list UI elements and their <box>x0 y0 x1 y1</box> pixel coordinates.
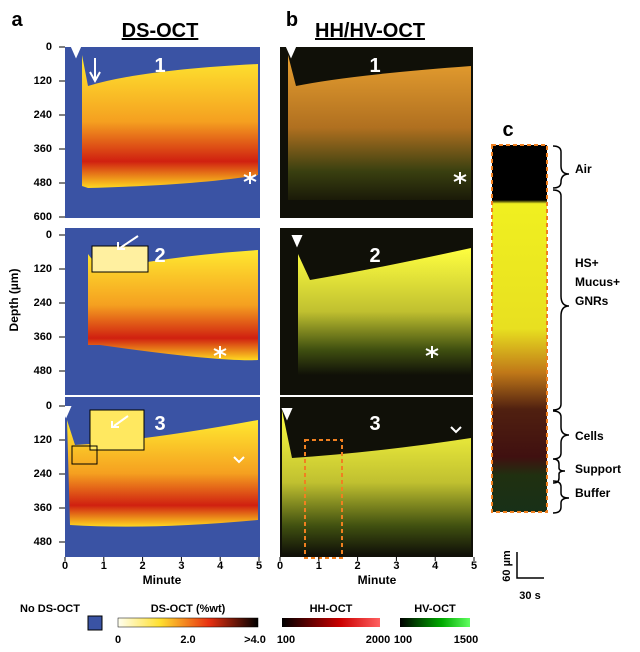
y-tick-label: 360 <box>34 331 52 343</box>
x-tick-label: 5 <box>256 560 262 572</box>
colorbar-tick: 0 <box>115 634 121 646</box>
row-number: 2 <box>154 245 165 267</box>
colorbars <box>88 616 470 630</box>
x-tick-label: 2 <box>140 560 146 572</box>
scale-y-label: 60 µm <box>501 550 513 582</box>
region-label: Support <box>575 462 621 476</box>
legend-label: No DS-OCT <box>20 603 80 615</box>
row-number: 1 <box>154 55 165 77</box>
y-tick-label: 240 <box>34 468 52 480</box>
legend-label: HH-OCT <box>310 603 353 615</box>
y-tick-label: 480 <box>34 365 52 377</box>
colorbar-tick: 100 <box>277 634 295 646</box>
x-tick-label: 5 <box>471 560 477 572</box>
panel-title: HH/HV-OCT <box>315 20 425 42</box>
y-tick-label: 360 <box>34 143 52 155</box>
x-tick-label: 1 <box>316 560 322 572</box>
region-label: Buffer <box>575 486 611 500</box>
y-tick-label: 0 <box>46 400 52 412</box>
x-tick-label: 4 <box>432 560 439 572</box>
y-tick-label: 360 <box>34 502 52 514</box>
panel-letter: a <box>11 9 23 31</box>
legend-label: HV-OCT <box>414 603 456 615</box>
panel-a-images <box>65 47 260 557</box>
y-tick-label: 120 <box>34 75 52 87</box>
colorbar-tick: 100 <box>394 634 412 646</box>
region-label: Mucus+ <box>575 275 620 289</box>
y-tick-label: 480 <box>34 536 52 548</box>
y-tick-label: 120 <box>34 263 52 275</box>
x-tick-label: 1 <box>101 560 107 572</box>
y-tick-label: 0 <box>46 229 52 241</box>
x-tick-label: 3 <box>178 560 184 572</box>
colorbar-tick: 1500 <box>454 634 478 646</box>
row-number: 3 <box>154 413 165 435</box>
colorbar-tick: >4.0 <box>244 634 266 646</box>
x-tick-label: 2 <box>355 560 361 572</box>
region-label: GNRs <box>575 294 609 308</box>
panel-letter: b <box>286 9 298 31</box>
x-tick-label: 3 <box>393 560 399 572</box>
y-tick-label: 240 <box>34 297 52 309</box>
row-number: 3 <box>369 413 380 435</box>
panel-letter: c <box>502 119 513 141</box>
colorbar-tick: 2000 <box>366 634 390 646</box>
row-number: 1 <box>369 55 380 77</box>
y-tick-label: 120 <box>34 434 52 446</box>
y-tick-label: 0 <box>46 41 52 53</box>
region-label: HS+ <box>575 256 599 270</box>
y-tick-label: 600 <box>34 211 52 223</box>
x-axis-label: Minute <box>143 573 182 587</box>
panel-b-images <box>280 47 473 558</box>
x-axis-label: Minute <box>358 573 397 587</box>
region-label: Cells <box>575 429 604 443</box>
panel-title: DS-OCT <box>122 20 199 42</box>
figure: aDS-OCTbHH/HV-OCTc0120240360480600012024… <box>0 0 640 647</box>
x-tick-label: 0 <box>277 560 283 572</box>
panel-c-image <box>492 145 569 578</box>
y-tick-label: 480 <box>34 177 52 189</box>
x-tick-label: 0 <box>62 560 68 572</box>
colorbar-tick: 2.0 <box>180 634 195 646</box>
region-label: Air <box>575 162 592 176</box>
y-tick-label: 240 <box>34 109 52 121</box>
scale-x-label: 30 s <box>519 590 540 602</box>
legend-label: DS-OCT (%wt) <box>151 603 226 615</box>
x-tick-label: 4 <box>217 560 224 572</box>
row-number: 2 <box>369 245 380 267</box>
y-axis-label: Depth (µm) <box>7 269 21 332</box>
